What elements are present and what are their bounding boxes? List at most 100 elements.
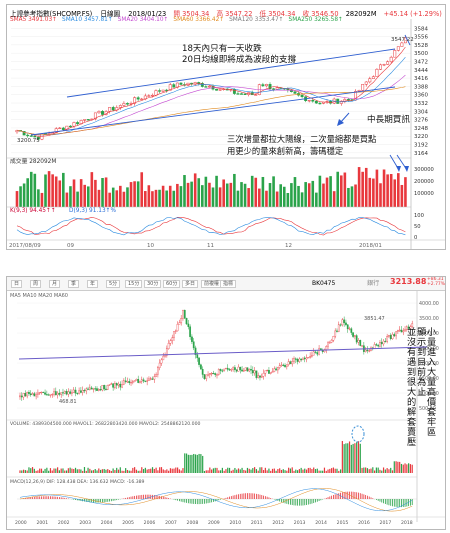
volume-bar [211, 469, 213, 473]
annotation-line1: 18天內只有一天收跌 [182, 42, 262, 54]
volume-bar [105, 469, 107, 473]
volume-bar [209, 467, 211, 473]
candle-body [153, 376, 156, 380]
candle-body [47, 133, 51, 135]
volume-bar [250, 469, 252, 473]
volume-bar [153, 468, 155, 473]
candle-body [121, 384, 123, 388]
candle-body [133, 97, 137, 104]
candle-body [69, 125, 72, 128]
y-tick-label: 3192 [414, 143, 428, 149]
volume-bar [110, 470, 112, 473]
volume-bar [82, 470, 84, 473]
volume-bar [160, 467, 163, 473]
volume-bar [146, 469, 148, 473]
candle-body [373, 344, 376, 349]
annotation-arrow-top [404, 34, 411, 46]
volume-bar [225, 469, 227, 473]
candle-body [111, 107, 115, 111]
toolbar-button[interactable]: 年 [87, 280, 99, 288]
candle-body [176, 324, 179, 332]
candle-body [137, 379, 140, 383]
volume-bar [275, 470, 277, 473]
candle-body [337, 324, 340, 332]
volume-bar [33, 468, 35, 473]
toolbar-button[interactable]: 日 [11, 280, 23, 288]
candle-body [183, 309, 186, 319]
candle-body [72, 122, 76, 127]
annotation-line2: 20日均線即將成為波段的支撐 [182, 53, 296, 65]
vertical-annotation-char: 遇 [407, 357, 416, 368]
candle-body [142, 379, 145, 382]
volume-bar [309, 467, 311, 473]
candle-body [212, 373, 215, 375]
volume-bar [347, 187, 350, 207]
volume-bar [382, 467, 385, 473]
lower-trendline [30, 86, 396, 136]
volume-bar [343, 172, 347, 207]
toolbar-button[interactable]: 30分 [144, 280, 162, 288]
volume-bar [194, 454, 197, 473]
volume-bar [327, 469, 329, 473]
candle-body [389, 56, 393, 63]
volume-bar [372, 467, 374, 473]
volume-bar [215, 175, 218, 207]
volume-bar [372, 178, 375, 207]
volume-bar [375, 467, 377, 473]
candle-body [380, 342, 383, 345]
toolbar-button[interactable]: 15分 [125, 280, 143, 288]
volume-bar [258, 188, 261, 207]
volume-bar [28, 467, 30, 473]
y-tick-label: 3388 [414, 84, 428, 90]
volume-bar [247, 188, 250, 207]
toolbar-button[interactable]: 周 [30, 280, 42, 288]
candle-body [148, 378, 150, 381]
volume-bar [411, 464, 413, 473]
toolbar-button[interactable]: 5分 [106, 280, 121, 288]
candle-body [254, 94, 258, 96]
toolbar-button[interactable]: 季 [68, 280, 80, 288]
volume-bar [329, 176, 332, 207]
volume-bar [379, 183, 382, 207]
y-tick-label: 3416 [414, 76, 428, 82]
volume-bar [29, 171, 33, 207]
volume-bar [85, 470, 87, 473]
volume-bar [132, 467, 134, 473]
candle-body [218, 89, 222, 91]
candle-body [232, 89, 236, 94]
candle-body [314, 351, 317, 353]
candle-body [126, 103, 129, 105]
volume-bar [325, 470, 327, 473]
candle-body [284, 365, 286, 367]
volume-bar [218, 470, 220, 473]
volume-bar [76, 469, 78, 473]
volume-bar [397, 173, 400, 207]
volume-bar [233, 173, 236, 207]
volume-bar [297, 185, 300, 207]
candle-body [110, 383, 113, 385]
candle-body [289, 361, 292, 365]
toolbar-button[interactable]: 指標 [220, 280, 237, 288]
volume-bar [172, 190, 176, 207]
x-tick-label: 2007 [165, 520, 177, 526]
toolbar-button[interactable]: 月 [49, 280, 61, 288]
volume-bar [116, 467, 118, 473]
volume-bar [357, 167, 361, 207]
volume-bar [393, 179, 397, 207]
y-tick-label: 3220 [414, 134, 428, 140]
y-tick-label: 3528 [414, 43, 428, 49]
candle-body [198, 357, 200, 365]
volume-bar [381, 470, 383, 473]
candle-body [386, 61, 390, 65]
volume-bar [94, 469, 96, 473]
toolbar-button[interactable]: 60分 [163, 280, 181, 288]
toolbar-button[interactable]: 多日 [182, 280, 199, 288]
volume-bar [200, 454, 202, 473]
candle-body [103, 385, 106, 390]
volume-bar [24, 470, 26, 473]
volume-bar [182, 468, 184, 473]
volume-bar [58, 470, 60, 473]
candle-body [275, 87, 279, 90]
candle-body [149, 378, 152, 380]
